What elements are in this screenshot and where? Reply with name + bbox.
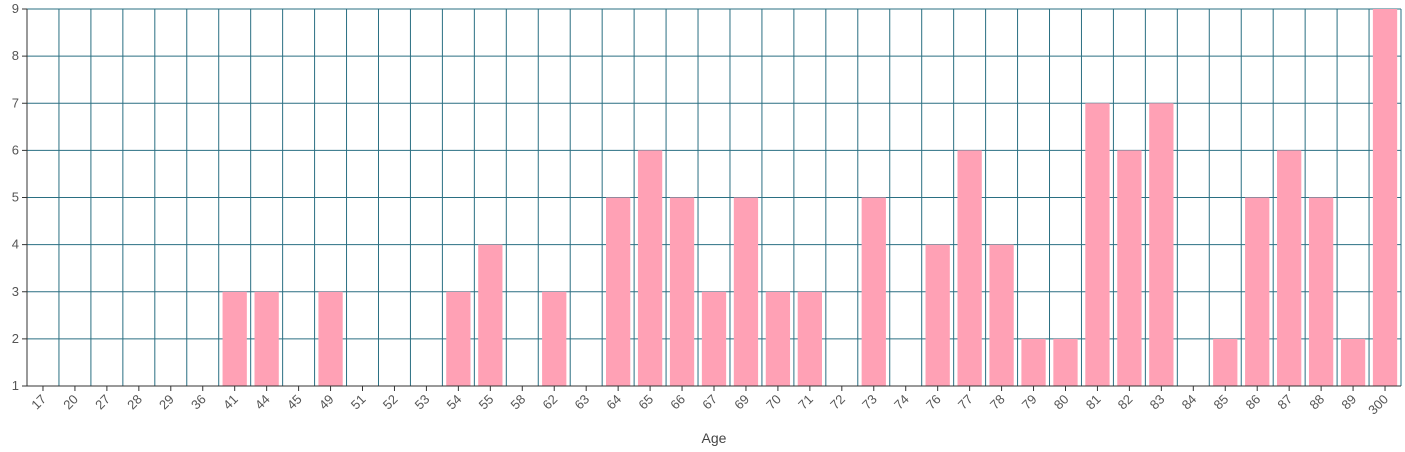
- x-tick-label: 36: [188, 392, 209, 413]
- x-tick-label: 69: [731, 392, 752, 413]
- bar: [446, 291, 471, 386]
- bar: [765, 291, 791, 386]
- x-tick-label: 49: [316, 392, 337, 413]
- y-tick-label: 6: [12, 142, 19, 157]
- x-tick-label: 29: [156, 392, 177, 413]
- bar: [797, 291, 823, 386]
- x-tick-label: 73: [859, 392, 880, 413]
- y-tick-label: 9: [12, 1, 19, 16]
- x-tick-label: 58: [508, 392, 529, 413]
- x-tick-label: 65: [635, 392, 656, 413]
- bar: [861, 197, 886, 386]
- x-tick-label: 64: [603, 392, 624, 413]
- bar: [1277, 150, 1302, 386]
- bar: [669, 197, 695, 386]
- bar: [637, 150, 663, 386]
- x-tick-label: 28: [124, 392, 145, 413]
- x-tick-label: 74: [891, 392, 912, 413]
- x-tick-label: 52: [380, 392, 401, 413]
- x-tick-labels: 17 20 27 28 29 36 41 44 45 49 51 52 53 54 55 58 62 63 64 65…: [28, 392, 1391, 418]
- x-axis-title: Age: [702, 430, 727, 446]
- bar: [478, 244, 503, 386]
- bar: [733, 197, 759, 386]
- bar: [1213, 338, 1238, 386]
- x-tick-label: 63: [571, 392, 592, 413]
- bar: [1372, 9, 1398, 386]
- x-tick-label: 81: [1083, 392, 1104, 413]
- x-tick-label: 66: [667, 392, 688, 413]
- x-tick-label: 86: [1242, 392, 1263, 413]
- bar: [605, 197, 631, 386]
- x-tick-label: 82: [1115, 392, 1136, 413]
- x-tick-label: 89: [1338, 392, 1359, 413]
- x-tick-label: 44: [252, 392, 273, 413]
- x-tick-label: 53: [412, 392, 433, 413]
- y-tick-labels: 1 2 3 4 5 6 7 8 9: [12, 1, 19, 393]
- bar: [1117, 150, 1142, 386]
- bar: [1085, 103, 1110, 386]
- x-tick-label: 17: [28, 392, 49, 413]
- bar: [1308, 197, 1334, 386]
- x-tick-label: 84: [1179, 392, 1200, 413]
- x-tick-label: 79: [1019, 392, 1040, 413]
- x-tick-label: 80: [1051, 392, 1072, 413]
- axes: [22, 8, 1401, 391]
- x-tick-label: 83: [1147, 392, 1168, 413]
- bar: [1340, 338, 1366, 386]
- x-tick-label: 51: [348, 392, 369, 413]
- x-tick-label: 70: [763, 392, 784, 413]
- bar: [542, 291, 567, 386]
- bar: [1245, 197, 1270, 386]
- x-tick-label: 67: [699, 392, 720, 413]
- bar: [989, 244, 1014, 386]
- x-tick-label: 88: [1306, 392, 1327, 413]
- x-tick-label: 54: [444, 392, 465, 413]
- y-tick-label: 2: [12, 331, 19, 346]
- y-tick-label: 3: [12, 284, 19, 299]
- x-tick-label: 71: [795, 392, 816, 413]
- x-tick-label: 87: [1274, 392, 1295, 413]
- y-tick-label: 5: [12, 190, 19, 205]
- x-tick-label: 300: [1365, 392, 1391, 418]
- bar: [925, 244, 950, 386]
- x-tick-label: 72: [827, 392, 848, 413]
- y-tick-label: 4: [12, 237, 19, 252]
- bars: [222, 9, 1398, 386]
- x-tick-label: 27: [92, 392, 113, 413]
- x-tick-label: 77: [955, 392, 976, 413]
- bar: [1021, 338, 1046, 386]
- x-tick-label: 55: [476, 392, 497, 413]
- bar: [318, 291, 343, 386]
- x-tick-label: 45: [284, 392, 305, 413]
- grid-lines: [26, 8, 1402, 387]
- bar: [222, 291, 247, 386]
- x-tick-label: 78: [987, 392, 1008, 413]
- x-tick-label: 85: [1211, 392, 1232, 413]
- bar: [957, 150, 982, 386]
- bar: [701, 291, 727, 386]
- bar: [1053, 338, 1078, 386]
- x-tick-label: 41: [220, 392, 241, 413]
- y-tick-label: 7: [12, 95, 19, 110]
- y-tick-label: 8: [12, 48, 19, 63]
- x-tick-label: 20: [60, 392, 81, 413]
- x-tick-label: 62: [540, 392, 561, 413]
- bar: [1149, 103, 1174, 386]
- bar: [254, 291, 279, 386]
- y-tick-label: 1: [12, 378, 19, 393]
- x-tick-label: 76: [923, 392, 944, 413]
